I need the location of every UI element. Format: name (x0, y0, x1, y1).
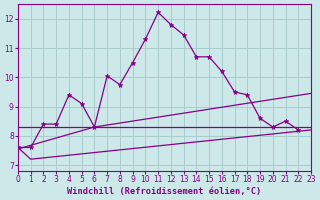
X-axis label: Windchill (Refroidissement éolien,°C): Windchill (Refroidissement éolien,°C) (68, 187, 262, 196)
